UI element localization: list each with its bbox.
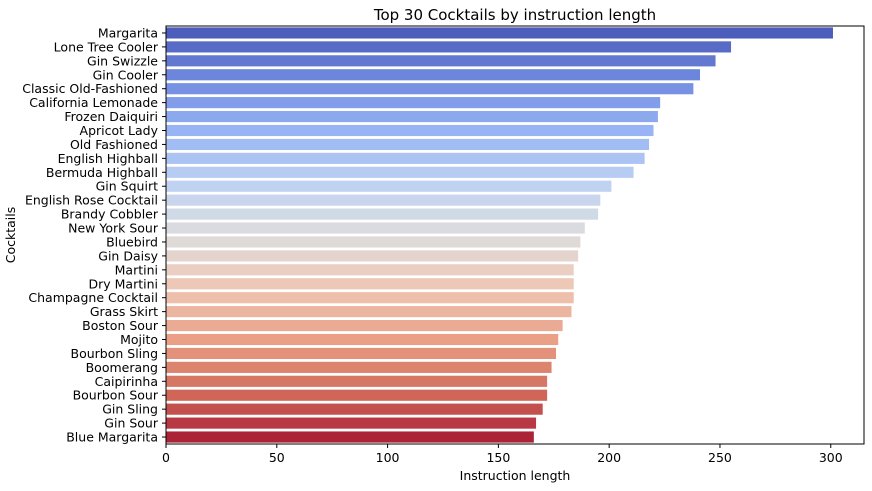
bar bbox=[166, 347, 556, 360]
y-tick-label: Gin Swizzle bbox=[87, 53, 158, 68]
bar bbox=[166, 194, 601, 206]
bar bbox=[166, 222, 585, 234]
y-tick-label: Grass Skirt bbox=[90, 304, 158, 319]
y-tick-label: Gin Squirt bbox=[96, 179, 158, 194]
bar bbox=[166, 138, 650, 151]
bar bbox=[166, 292, 574, 304]
bar bbox=[166, 389, 548, 401]
bar bbox=[166, 166, 634, 178]
x-tick-label: 150 bbox=[486, 450, 510, 465]
bar bbox=[166, 110, 658, 123]
bar bbox=[166, 27, 833, 39]
bar bbox=[166, 152, 645, 164]
chart-title: Top 30 Cocktails by instruction length bbox=[373, 6, 656, 24]
x-tick-label: 0 bbox=[162, 450, 170, 465]
bar bbox=[166, 250, 579, 262]
bar bbox=[166, 236, 581, 248]
bar bbox=[166, 264, 574, 276]
y-tick-label: Gin Cooler bbox=[93, 67, 159, 82]
bar bbox=[166, 361, 552, 373]
bar bbox=[166, 97, 661, 109]
y-tick-label: California Lemonade bbox=[29, 95, 158, 110]
y-tick-label: Bourbon Sour bbox=[73, 388, 159, 403]
bar bbox=[166, 375, 548, 387]
y-tick-label: Margarita bbox=[98, 25, 158, 40]
x-tick-label: 100 bbox=[376, 450, 400, 465]
y-tick-label: Apricot Lady bbox=[80, 123, 159, 138]
bar bbox=[166, 41, 732, 53]
bar bbox=[166, 278, 574, 290]
y-tick-label: Brandy Cobbler bbox=[61, 207, 159, 222]
bars-group bbox=[166, 27, 833, 443]
y-tick-label: Classic Old-Fashioned bbox=[22, 81, 158, 96]
bar bbox=[166, 180, 612, 192]
bar bbox=[166, 306, 572, 318]
y-tick-label: Bluebird bbox=[106, 234, 158, 249]
y-tick-label: Lone Tree Cooler bbox=[54, 39, 159, 54]
x-tick-label: 300 bbox=[819, 450, 843, 465]
bar bbox=[166, 417, 537, 429]
y-tick-label: Frozen Daiquiri bbox=[64, 109, 158, 124]
y-tick-label: Bourbon Sling bbox=[71, 346, 159, 361]
bar bbox=[166, 431, 534, 443]
bar bbox=[166, 403, 543, 415]
y-tick-label: Champagne Cocktail bbox=[28, 290, 158, 305]
y-tick-label: Mojito bbox=[120, 332, 158, 347]
plot-frame bbox=[165, 25, 865, 445]
x-tick-label: 50 bbox=[269, 450, 285, 465]
x-tick-label: 250 bbox=[708, 450, 732, 465]
y-tick-label: New York Sour bbox=[68, 221, 159, 236]
bar bbox=[166, 83, 694, 95]
bar bbox=[166, 333, 559, 346]
x-axis-label: Instruction length bbox=[460, 468, 571, 483]
bar bbox=[166, 124, 654, 137]
x-tick-label: 200 bbox=[597, 450, 621, 465]
y-tick-label: Boston Sour bbox=[82, 318, 159, 333]
y-tick-label: Gin Sour bbox=[104, 416, 159, 431]
y-tick-label: Blue Margarita bbox=[66, 430, 158, 445]
y-tick-label: Caipirinha bbox=[95, 374, 158, 389]
bar bbox=[166, 69, 701, 81]
y-tick-label: Gin Sling bbox=[102, 402, 158, 417]
y-tick-label: Old Fashioned bbox=[70, 137, 158, 152]
bar bbox=[166, 208, 599, 220]
bar bbox=[166, 55, 716, 67]
y-tick-label: Martini bbox=[115, 262, 158, 277]
y-tick-label: Bermuda Highball bbox=[46, 165, 158, 180]
y-tick-label: English Rose Cocktail bbox=[25, 193, 158, 208]
y-tick-label: Boomerang bbox=[86, 360, 158, 375]
y-tick-label: Dry Martini bbox=[89, 276, 159, 291]
bar bbox=[166, 319, 563, 332]
y-tick-label: English Highball bbox=[58, 151, 158, 166]
y-tick-label: Gin Daisy bbox=[98, 248, 158, 263]
x-ticks: 0 50 100 150 200 250 300 bbox=[162, 444, 843, 465]
y-axis-label: Cocktails bbox=[3, 207, 18, 264]
